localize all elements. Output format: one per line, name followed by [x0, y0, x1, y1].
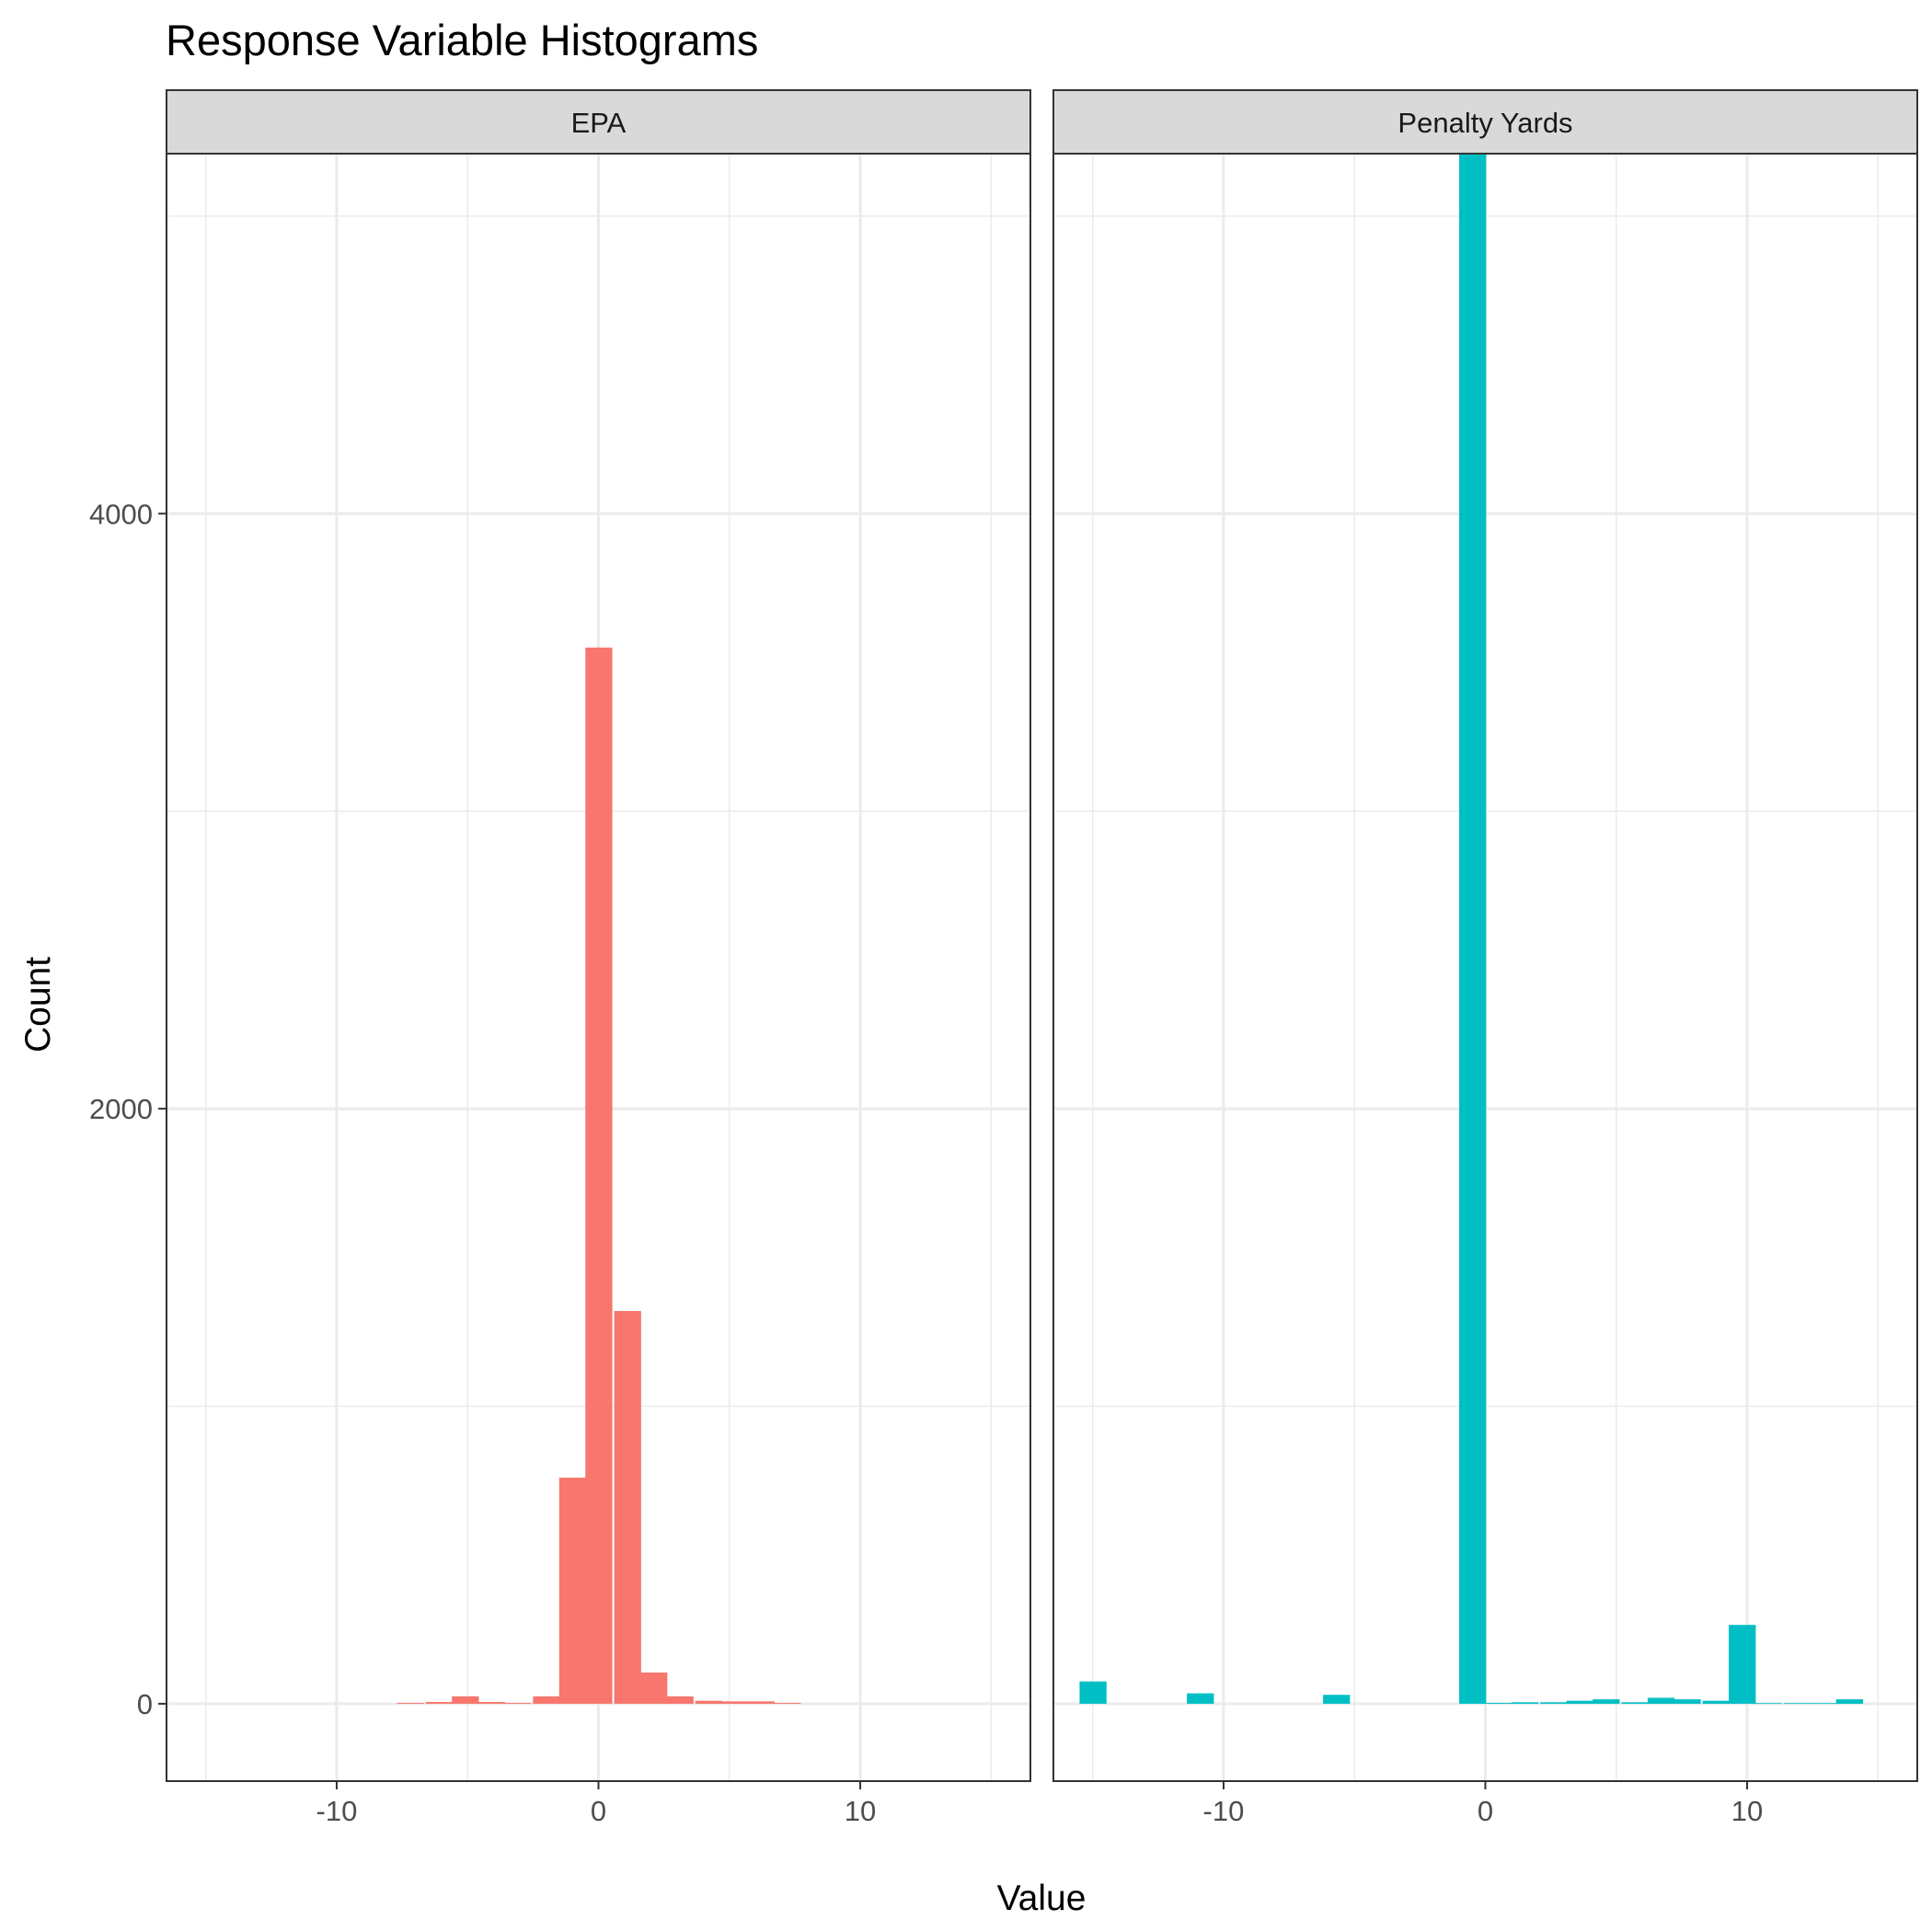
y-tick-label: 4000: [89, 498, 153, 530]
histogram-bar: [1729, 1625, 1756, 1704]
histogram-bar: [1540, 1702, 1568, 1704]
x-tick-label: 10: [845, 1795, 876, 1827]
histogram-bar: [1079, 1681, 1107, 1704]
x-tick-label: 0: [1478, 1795, 1493, 1827]
facet-strip: [166, 89, 1031, 155]
x-tick-label: -10: [316, 1795, 358, 1827]
histogram-bar: [1702, 1700, 1730, 1704]
histogram-bar: [1754, 1703, 1782, 1705]
histogram-bar: [1783, 1703, 1811, 1705]
x-tick-label: -10: [1203, 1795, 1245, 1827]
histogram-bar: [477, 1701, 505, 1704]
histogram-bar: [774, 1702, 801, 1704]
histogram-bar: [1323, 1695, 1351, 1704]
histogram-bar: [558, 1478, 587, 1704]
histogram-bar: [666, 1696, 694, 1704]
histogram-bar: [533, 1696, 560, 1704]
histogram-bar: [1647, 1697, 1675, 1704]
facet-panels: EPA -10 0 10 Penalty Yards -10 0 10 0 2000 4000: [89, 89, 1918, 1827]
histogram-bar: [504, 1702, 532, 1704]
histogram-bar: [1459, 121, 1487, 1704]
histogram-bar: [640, 1672, 668, 1704]
y-axis-title: Count: [18, 957, 58, 1052]
histogram-bar: [695, 1700, 723, 1704]
histogram-bar: [747, 1701, 775, 1704]
x-axis-title: Value: [997, 1879, 1087, 1918]
histogram-bar: [425, 1701, 454, 1704]
y-tick-label: 2000: [89, 1093, 153, 1125]
histogram-bar: [1566, 1700, 1594, 1704]
y-tick-label: 0: [137, 1688, 153, 1720]
histogram-bar: [1835, 1699, 1864, 1704]
histogram-bar: [1673, 1699, 1701, 1704]
histogram-bar: [1593, 1699, 1620, 1704]
facet-strip-label: Penalty Yards: [1397, 107, 1572, 139]
facet-strip-label: EPA: [571, 107, 627, 139]
histogram-bar: [1511, 1702, 1539, 1704]
histogram-bar: [1621, 1702, 1649, 1704]
histogram-bar: [614, 1311, 641, 1704]
histogram-bar: [397, 1702, 424, 1704]
histogram-bar: [585, 647, 613, 1704]
histogram-bar: [1187, 1693, 1214, 1704]
histogram-bar: [452, 1696, 479, 1704]
histogram-bar: [1485, 1702, 1512, 1704]
x-tick-label: 0: [591, 1795, 606, 1827]
x-tick-label: 10: [1731, 1795, 1763, 1827]
histogram-bar: [1810, 1703, 1837, 1705]
histogram-bar: [721, 1701, 749, 1704]
chart-title: Response Variable Histograms: [166, 16, 758, 64]
facet-strip: [1052, 89, 1918, 155]
